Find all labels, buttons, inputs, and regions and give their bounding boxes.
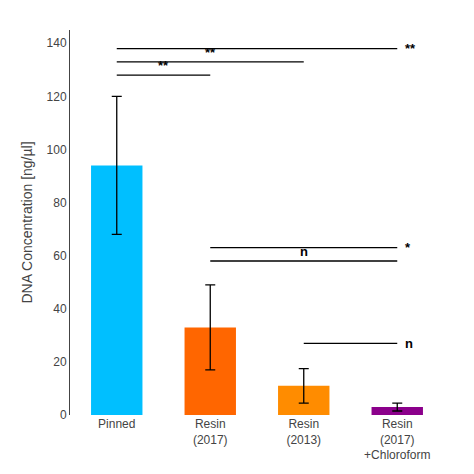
svg-text:Pinned: Pinned bbox=[98, 417, 135, 431]
svg-text:**: ** bbox=[205, 45, 216, 60]
svg-text:0: 0 bbox=[60, 408, 67, 422]
svg-text:60: 60 bbox=[53, 249, 67, 263]
svg-text:140: 140 bbox=[47, 36, 67, 50]
svg-text:**: ** bbox=[158, 58, 169, 73]
svg-text:*: * bbox=[405, 240, 411, 255]
svg-text:Resin(2017)+Chloroform: Resin(2017)+Chloroform bbox=[364, 417, 430, 462]
svg-text:100: 100 bbox=[47, 143, 67, 157]
svg-text:DNA Concentration [ng/µl]: DNA Concentration [ng/µl] bbox=[19, 141, 35, 303]
svg-text:20: 20 bbox=[53, 355, 67, 369]
svg-text:80: 80 bbox=[53, 196, 67, 210]
svg-text:120: 120 bbox=[47, 90, 67, 104]
svg-text:40: 40 bbox=[53, 302, 67, 316]
svg-text:n: n bbox=[300, 244, 308, 259]
svg-text:**: ** bbox=[405, 41, 416, 56]
svg-text:Resin(2017): Resin(2017) bbox=[193, 417, 228, 447]
svg-text:n: n bbox=[405, 336, 413, 351]
svg-text:Resin(2013): Resin(2013) bbox=[286, 417, 321, 447]
